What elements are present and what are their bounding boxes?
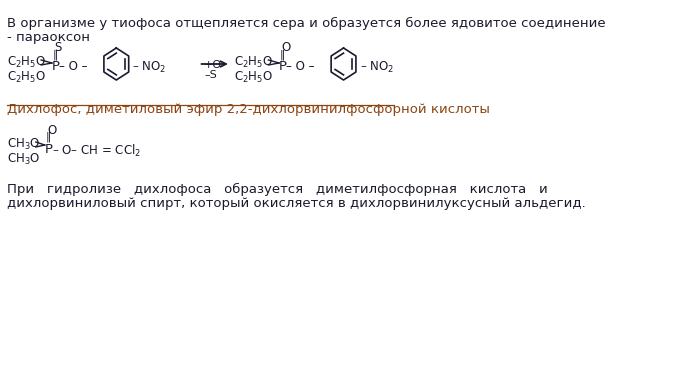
Text: CH$_3$O: CH$_3$O — [7, 152, 41, 167]
Text: C$_2$H$_5$O: C$_2$H$_5$O — [7, 70, 46, 85]
Text: – O –: – O – — [59, 60, 87, 73]
Text: ‖: ‖ — [45, 132, 51, 142]
Text: При   гидролизе   дихлофоса   образуется   диметилфосфорная   кислота   и: При гидролизе дихлофоса образуется димет… — [7, 183, 548, 196]
Text: C$_2$H$_5$O: C$_2$H$_5$O — [234, 70, 273, 85]
Text: ‖: ‖ — [280, 49, 285, 60]
Text: Дихлофос, диметиловый эфир 2,2-дихлорвинилфосфорной кислоты: Дихлофос, диметиловый эфир 2,2-дихлорвин… — [7, 103, 490, 116]
Text: O: O — [282, 41, 291, 54]
Text: –S: –S — [204, 70, 216, 80]
Text: В организме у тиофоса отщепляется сера и образуется более ядовитое соединение: В организме у тиофоса отщепляется сера и… — [7, 17, 606, 30]
Text: – O– CH = CCl$_2$: – O– CH = CCl$_2$ — [52, 143, 141, 159]
Text: CH$_3$O: CH$_3$O — [7, 137, 41, 152]
Text: – NO$_2$: – NO$_2$ — [133, 60, 167, 75]
Text: C$_2$H$_5$O: C$_2$H$_5$O — [7, 55, 46, 70]
Text: – O –: – O – — [286, 60, 315, 73]
Text: +O: +O — [204, 60, 222, 70]
Text: – NO$_2$: – NO$_2$ — [359, 60, 394, 75]
Text: дихлорвиниловый спирт, который окисляется в дихлорвинилуксусный альдегид.: дихлорвиниловый спирт, который окисляетс… — [7, 197, 586, 210]
Text: C$_2$H$_5$O: C$_2$H$_5$O — [234, 55, 273, 70]
Text: P: P — [52, 60, 60, 73]
Text: ‖: ‖ — [53, 49, 58, 60]
Text: P: P — [279, 60, 287, 73]
Text: - параоксон: - параоксон — [7, 31, 90, 44]
Text: O: O — [47, 124, 56, 137]
Text: P: P — [45, 143, 53, 156]
Text: S: S — [54, 41, 62, 54]
